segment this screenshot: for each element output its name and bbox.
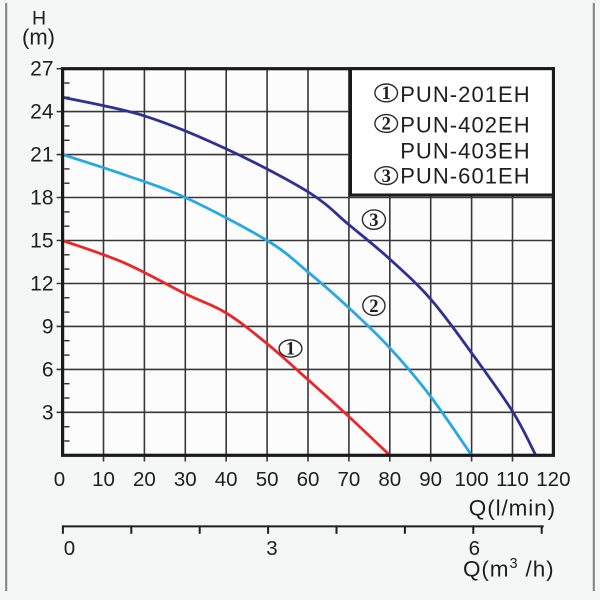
svg-text:24: 24 [30,101,54,124]
svg-text:1: 1 [382,84,391,104]
svg-text:6: 6 [42,358,54,381]
svg-text:40: 40 [215,468,238,491]
svg-text:20: 20 [133,468,156,491]
svg-text:10: 10 [92,468,115,491]
svg-text:PUN-201EH: PUN-201EH [400,82,531,107]
svg-text:Q(l/min): Q(l/min) [469,496,556,521]
svg-text:70: 70 [337,468,360,491]
svg-text:PUN-402EH: PUN-402EH [400,112,531,137]
svg-text:3: 3 [42,401,54,424]
svg-text:90: 90 [419,468,442,491]
svg-text:PUN-403EH: PUN-403EH [400,139,531,164]
svg-text:2: 2 [382,115,391,135]
svg-text:H: H [32,8,46,30]
svg-text:1: 1 [286,340,295,360]
svg-text:30: 30 [174,468,197,491]
svg-text:80: 80 [378,468,401,491]
svg-text:6: 6 [469,537,480,560]
svg-text:0: 0 [54,468,65,491]
svg-text:9: 9 [42,315,54,338]
svg-text:0: 0 [64,537,75,560]
svg-text:PUN-601EH: PUN-601EH [400,164,531,189]
svg-text:27: 27 [30,58,53,81]
svg-text:12: 12 [30,273,53,296]
svg-text:2: 2 [369,297,378,317]
svg-text:(m): (m) [22,25,55,50]
svg-text:120: 120 [536,468,570,491]
svg-text:18: 18 [30,187,53,210]
svg-text:100: 100 [454,468,488,491]
svg-text:15: 15 [30,230,53,253]
svg-text:3: 3 [369,211,378,231]
svg-text:Q(m3 /h): Q(m3 /h) [463,556,555,582]
svg-text:3: 3 [266,537,277,560]
svg-text:21: 21 [30,144,53,167]
svg-text:50: 50 [256,468,279,491]
svg-text:110: 110 [496,468,529,491]
svg-text:3: 3 [382,167,391,187]
svg-text:60: 60 [297,468,320,491]
